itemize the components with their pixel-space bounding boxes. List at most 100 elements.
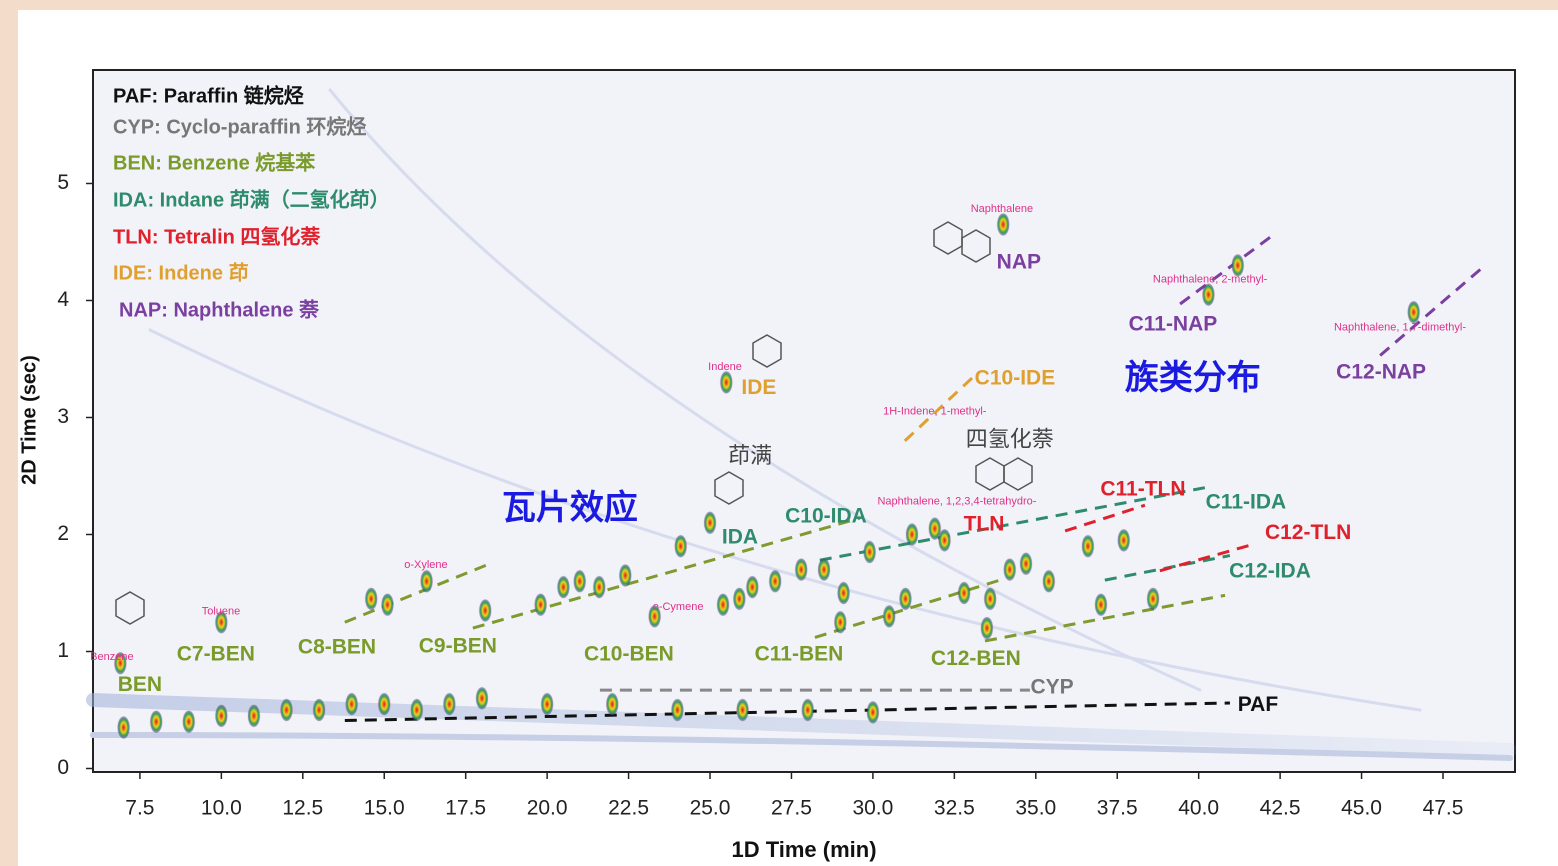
highlight-label: 瓦片效应 [502, 489, 638, 527]
indene-icon [752, 334, 782, 368]
group-label: CYP [1030, 675, 1073, 698]
legend-entry: BEN: Benzene 烷基苯 [113, 150, 315, 174]
peak [703, 511, 717, 535]
plot-area [92, 69, 1516, 773]
peak [605, 692, 619, 716]
compound-label: Naphthalene, 2-methyl- [1153, 273, 1268, 285]
peak [364, 587, 378, 611]
trend-line [344, 563, 488, 624]
peak [736, 698, 750, 722]
group-label: IDA [722, 526, 758, 549]
note-label: 茚满 [728, 443, 772, 468]
compound-label: Indene [708, 361, 742, 373]
peak [768, 569, 782, 593]
peak [866, 700, 880, 724]
peak [556, 575, 570, 599]
group-label: C7-BEN [177, 643, 255, 666]
peak [182, 710, 196, 734]
x-tick-label: 37.5 [1097, 797, 1138, 820]
trend-line [1159, 542, 1256, 573]
peak [938, 528, 952, 552]
group-label: C8-BEN [298, 636, 376, 659]
compound-label: o-Cymene [653, 601, 704, 613]
peak [980, 616, 994, 640]
x-tick-label: 20.0 [527, 797, 568, 820]
peak [214, 704, 228, 728]
group-label: IDE [741, 376, 776, 399]
group-label: NAP [997, 251, 1041, 274]
peak [534, 593, 548, 617]
x-tick-label: 10.0 [201, 797, 242, 820]
x-tick-label: 35.0 [1015, 797, 1056, 820]
indane-icon [714, 471, 744, 505]
peak [882, 604, 896, 628]
peak [149, 710, 163, 734]
peak [898, 587, 912, 611]
peak [573, 569, 587, 593]
y-axis-label: 2D Time (sec) [18, 355, 40, 485]
structure-icons [115, 221, 1033, 625]
peak [674, 534, 688, 558]
x-axis-label: 1D Time (min) [731, 837, 876, 862]
x-tick-label: 15.0 [364, 797, 405, 820]
trend-line [819, 486, 1206, 562]
group-label: C11-NAP [1129, 313, 1218, 336]
peak [247, 704, 261, 728]
benzene-icon [115, 591, 145, 625]
peak [478, 599, 492, 623]
x-tick-label: 30.0 [852, 797, 893, 820]
peak [280, 698, 294, 722]
peak [1407, 300, 1421, 324]
peak [442, 692, 456, 716]
compound-label: o-Xylene [404, 559, 447, 571]
peak [618, 563, 632, 587]
legend-entry: NAP: Naphthalene 萘 [119, 297, 320, 321]
streak [148, 328, 1422, 712]
x-tick-label: 17.5 [445, 797, 486, 820]
peak [1117, 528, 1131, 552]
peak [420, 569, 434, 593]
group-label: C9-BEN [419, 634, 497, 657]
group-label: C10-IDA [785, 504, 867, 527]
y-tick-label: 3 [57, 405, 69, 428]
peak [732, 587, 746, 611]
peak [1003, 558, 1017, 582]
peak [863, 540, 877, 564]
x-tick-label: 12.5 [282, 797, 323, 820]
x-tick-label: 32.5 [934, 797, 975, 820]
legend-entry: CYP: Cyclo-paraffin 环烷烃 [113, 114, 366, 138]
peak [817, 558, 831, 582]
group-label: TLN [964, 513, 1005, 536]
peak [745, 575, 759, 599]
legend-entry: IDE: Indene 茚 [113, 260, 249, 284]
peak [1201, 283, 1215, 307]
peak [1042, 569, 1056, 593]
peak [794, 558, 808, 582]
peak [592, 575, 606, 599]
highlight-label: 族类分布 [1125, 359, 1261, 397]
legend-entry: TLN: Tetralin 四氢化萘 [113, 224, 321, 248]
x-tick-label: 40.0 [1178, 797, 1219, 820]
group-label: BEN [118, 673, 162, 696]
naphthalene-icon [961, 229, 991, 263]
peak [648, 604, 662, 628]
x-tick-label: 45.0 [1341, 797, 1382, 820]
peak [983, 587, 997, 611]
peak [996, 212, 1010, 236]
x-tick-label: 47.5 [1423, 797, 1464, 820]
group-label: C12-NAP [1336, 361, 1426, 384]
y-tick-label: 2 [57, 522, 69, 545]
trend-line [1379, 264, 1487, 357]
peak [117, 716, 131, 740]
peak [801, 698, 815, 722]
group-label: PAF [1238, 693, 1279, 716]
peak [1231, 253, 1245, 277]
peak [833, 610, 847, 634]
compound-label: Naphthalene, 1,2,3,4-tetrahydro- [877, 496, 1036, 508]
peak [957, 581, 971, 605]
peak [312, 698, 326, 722]
peak [214, 610, 228, 634]
peak [540, 692, 554, 716]
peak [1094, 593, 1108, 617]
